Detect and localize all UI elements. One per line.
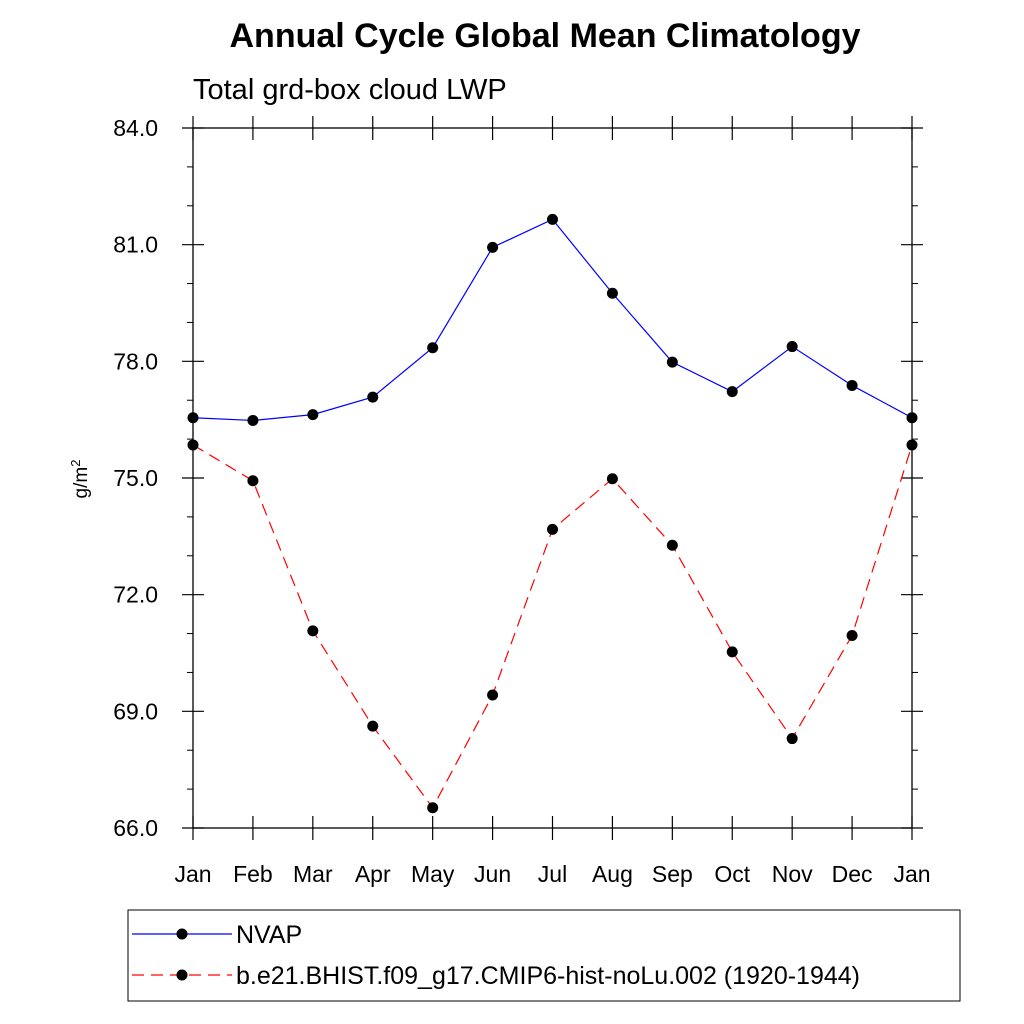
- y-axis-label-base: g/m: [71, 467, 92, 499]
- series-line: [192, 444, 913, 809]
- x-tick-label: May: [411, 861, 455, 887]
- data-point: [307, 409, 319, 421]
- x-tick-label: Oct: [714, 861, 750, 887]
- series-layer: [187, 213, 918, 814]
- data-point: [547, 213, 558, 225]
- x-tick-label: Jun: [474, 861, 511, 887]
- x-tick-label: Aug: [592, 861, 633, 887]
- legend-box: [127, 909, 961, 1002]
- legend-marker-model: [176, 969, 188, 981]
- x-tick-label: Sep: [652, 861, 693, 887]
- data-point: [547, 523, 558, 535]
- y-axis-label: g/m2: [68, 460, 93, 499]
- y-tick-label: 72.0: [113, 582, 158, 608]
- data-point: [726, 386, 738, 398]
- x-tick-labels: Jan Feb Mar Apr May Jun Jul Aug Sep Oct Nov Dec Jan: [174, 861, 930, 887]
- x-tick-label: Mar: [293, 861, 333, 887]
- data-point: [786, 733, 798, 745]
- y-tick-label: 81.0: [113, 232, 158, 258]
- data-point: [786, 341, 798, 353]
- y-axis-label-superscript: 2: [68, 460, 83, 467]
- data-point: [606, 287, 618, 299]
- data-point: [487, 689, 499, 701]
- x-tick-label: Apr: [355, 861, 391, 887]
- data-point: [846, 379, 858, 391]
- x-tick-label: Jan: [174, 861, 211, 887]
- data-point: [606, 473, 618, 485]
- y-tick-label: 69.0: [113, 698, 158, 724]
- y-tick-label: 75.0: [113, 465, 158, 491]
- data-point: [367, 391, 379, 403]
- data-point: [427, 802, 439, 814]
- data-point: [666, 539, 678, 551]
- y-tick-labels: 66.0 69.0 72.0 75.0 78.0 81.0 84.0: [113, 115, 158, 841]
- x-tick-label: Jul: [538, 861, 567, 887]
- data-point: [367, 720, 379, 732]
- data-point: [487, 241, 499, 253]
- x-tick-label: Nov: [772, 861, 813, 887]
- data-point: [307, 625, 319, 637]
- x-tick-label: Jan: [893, 861, 930, 887]
- data-point: [726, 646, 738, 658]
- y-tick-label: 78.0: [113, 348, 158, 374]
- x-tick-label: Dec: [832, 861, 873, 887]
- chart-subtitle: Total grd-box cloud LWP: [193, 74, 507, 106]
- series-line: [192, 218, 913, 422]
- plot-frame: [192, 127, 913, 829]
- y-tick-label: 66.0: [113, 815, 158, 841]
- data-point: [427, 342, 439, 354]
- data-point: [247, 414, 259, 426]
- data-point: [846, 630, 858, 641]
- legend-marker-nvap: [176, 928, 188, 940]
- chart-title: Annual Cycle Global Mean Climatology: [230, 17, 861, 55]
- legend-label-model: b.e21.BHIST.f09_g17.CMIP6-hist-noLu.002 …: [236, 962, 860, 990]
- data-point: [247, 475, 259, 487]
- data-point: [666, 356, 678, 368]
- legend: NVAP b.e21.BHIST.f09_g17.CMIP6-hist-noLu…: [127, 909, 961, 1002]
- x-tick-label: Feb: [233, 861, 273, 887]
- y-tick-label: 84.0: [113, 115, 158, 141]
- legend-label-nvap: NVAP: [236, 921, 302, 949]
